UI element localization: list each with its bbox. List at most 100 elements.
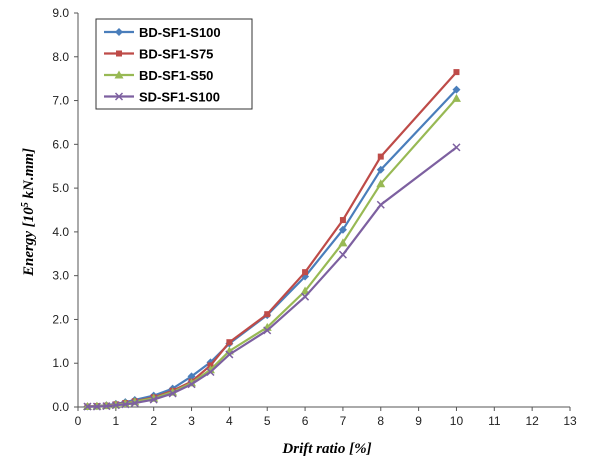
x-marker-stroke: [111, 401, 120, 410]
data-point: [102, 402, 111, 411]
data-point: [338, 225, 347, 234]
data-point: [451, 93, 461, 102]
data-point: [376, 165, 385, 174]
x-marker-stroke: [452, 143, 461, 152]
data-point: [111, 401, 120, 410]
y-tick-label: 7.0: [52, 94, 69, 108]
data-point: [226, 339, 233, 346]
y-axis-label: Energy [105 kN.mm]: [20, 148, 37, 277]
x-marker-stroke: [301, 292, 310, 301]
data-point: [187, 372, 196, 381]
y-tick-label: 1.0: [52, 356, 69, 370]
legend-entry: SD-SF1-S100: [104, 90, 220, 105]
series-line: [87, 88, 458, 408]
y-axis-label-main: Energy [10: [21, 207, 37, 277]
data-point: [453, 69, 460, 76]
data-point: [263, 326, 272, 335]
series-line: [87, 71, 458, 408]
series-bd-sf1-s50: [82, 93, 461, 411]
series-layer: [82, 69, 461, 411]
x-tick-label: 8: [377, 414, 384, 428]
data-point: [452, 143, 461, 152]
tick-labels: 0 1 2 3 4 5 6 7 8 9 10 11 12 130.01.02.03.04.05.06.07…: [52, 6, 577, 428]
data-point: [121, 400, 130, 409]
x-tick-label: 5: [264, 414, 271, 428]
legend-swatch-marker: [114, 70, 124, 79]
data-point: [338, 250, 347, 259]
legend-swatch-marker: [115, 28, 123, 36]
x-tick-label: 2: [150, 414, 157, 428]
series-sd-sf1-s100: [83, 143, 461, 411]
data-point: [301, 292, 310, 301]
data-point: [302, 269, 309, 276]
data-point: [187, 380, 196, 389]
legend-entry: BD-SF1-S75: [104, 47, 213, 62]
legend-label: BD-SF1-S75: [139, 47, 213, 62]
x-tick-label: 0: [75, 414, 82, 428]
x-tick-label: 3: [188, 414, 195, 428]
data-point: [83, 402, 92, 411]
data-point: [376, 179, 386, 188]
data-point: [338, 238, 348, 247]
series-bd-sf1-s75: [84, 69, 460, 410]
x-marker-stroke: [187, 380, 196, 389]
x-axis-label: Drift ratio [%]: [281, 441, 371, 457]
legend-label: BD-SF1-S50: [139, 68, 213, 83]
x-marker-stroke: [114, 92, 124, 101]
x-tick-label: 10: [450, 414, 464, 428]
x-marker-stroke: [121, 400, 130, 409]
y-tick-label: 8.0: [52, 50, 69, 64]
x-marker-stroke: [338, 250, 347, 259]
legend-swatch-marker: [114, 92, 124, 101]
data-point: [92, 402, 101, 411]
y-tick-label: 6.0: [52, 137, 69, 151]
x-tick-label: 4: [226, 414, 233, 428]
x-marker-stroke: [168, 389, 177, 398]
x-marker-stroke: [92, 402, 101, 411]
axes: [74, 12, 571, 411]
x-tick-label: 1: [113, 414, 120, 428]
legend-swatch-marker: [116, 50, 122, 57]
x-marker-stroke: [83, 402, 92, 411]
y-tick-label: 2.0: [52, 312, 69, 326]
x-tick-label: 13: [563, 414, 577, 428]
legend-label: BD-SF1-S100: [139, 25, 221, 40]
x-marker-stroke: [149, 395, 158, 404]
data-point: [168, 389, 177, 398]
data-point: [130, 399, 139, 408]
data-point: [225, 350, 234, 359]
x-marker-stroke: [263, 326, 272, 335]
legend-label: SD-SF1-S100: [139, 90, 220, 105]
data-point: [376, 200, 385, 209]
series-line: [87, 97, 458, 408]
x-tick-label: 7: [340, 414, 347, 428]
x-marker-stroke: [225, 350, 234, 359]
data-point: [339, 217, 346, 224]
y-axis-label-unit: kN.mm]: [21, 148, 37, 202]
x-tick-label: 6: [302, 414, 309, 428]
data-point: [377, 153, 384, 160]
legend-entry: BD-SF1-S100: [104, 25, 221, 40]
x-marker-stroke: [102, 402, 111, 411]
y-tick-label: 5.0: [52, 181, 69, 195]
y-axis-label-exponent: 5: [20, 202, 31, 207]
series-line: [87, 146, 458, 408]
y-tick-label: 3.0: [52, 269, 69, 283]
data-point: [149, 395, 158, 404]
y-tick-label: 9.0: [52, 6, 69, 20]
x-marker-stroke: [206, 367, 215, 377]
x-tick-label: 9: [415, 414, 422, 428]
data-point: [206, 367, 215, 377]
y-tick-label: 4.0: [52, 225, 69, 239]
legend-entry: BD-SF1-S50: [104, 68, 213, 83]
data-point: [264, 311, 271, 318]
x-marker-stroke: [130, 399, 139, 408]
series-bd-sf1-s100: [83, 85, 461, 411]
x-tick-label: 11: [488, 414, 501, 428]
data-point: [300, 286, 310, 295]
x-tick-label: 12: [525, 414, 539, 428]
legend: BD-SF1-S100 BD-SF1-S75 BD-SF1-S50 SD-SF1-S1…: [95, 18, 253, 110]
x-marker-stroke: [376, 200, 385, 209]
data-point: [452, 85, 461, 94]
